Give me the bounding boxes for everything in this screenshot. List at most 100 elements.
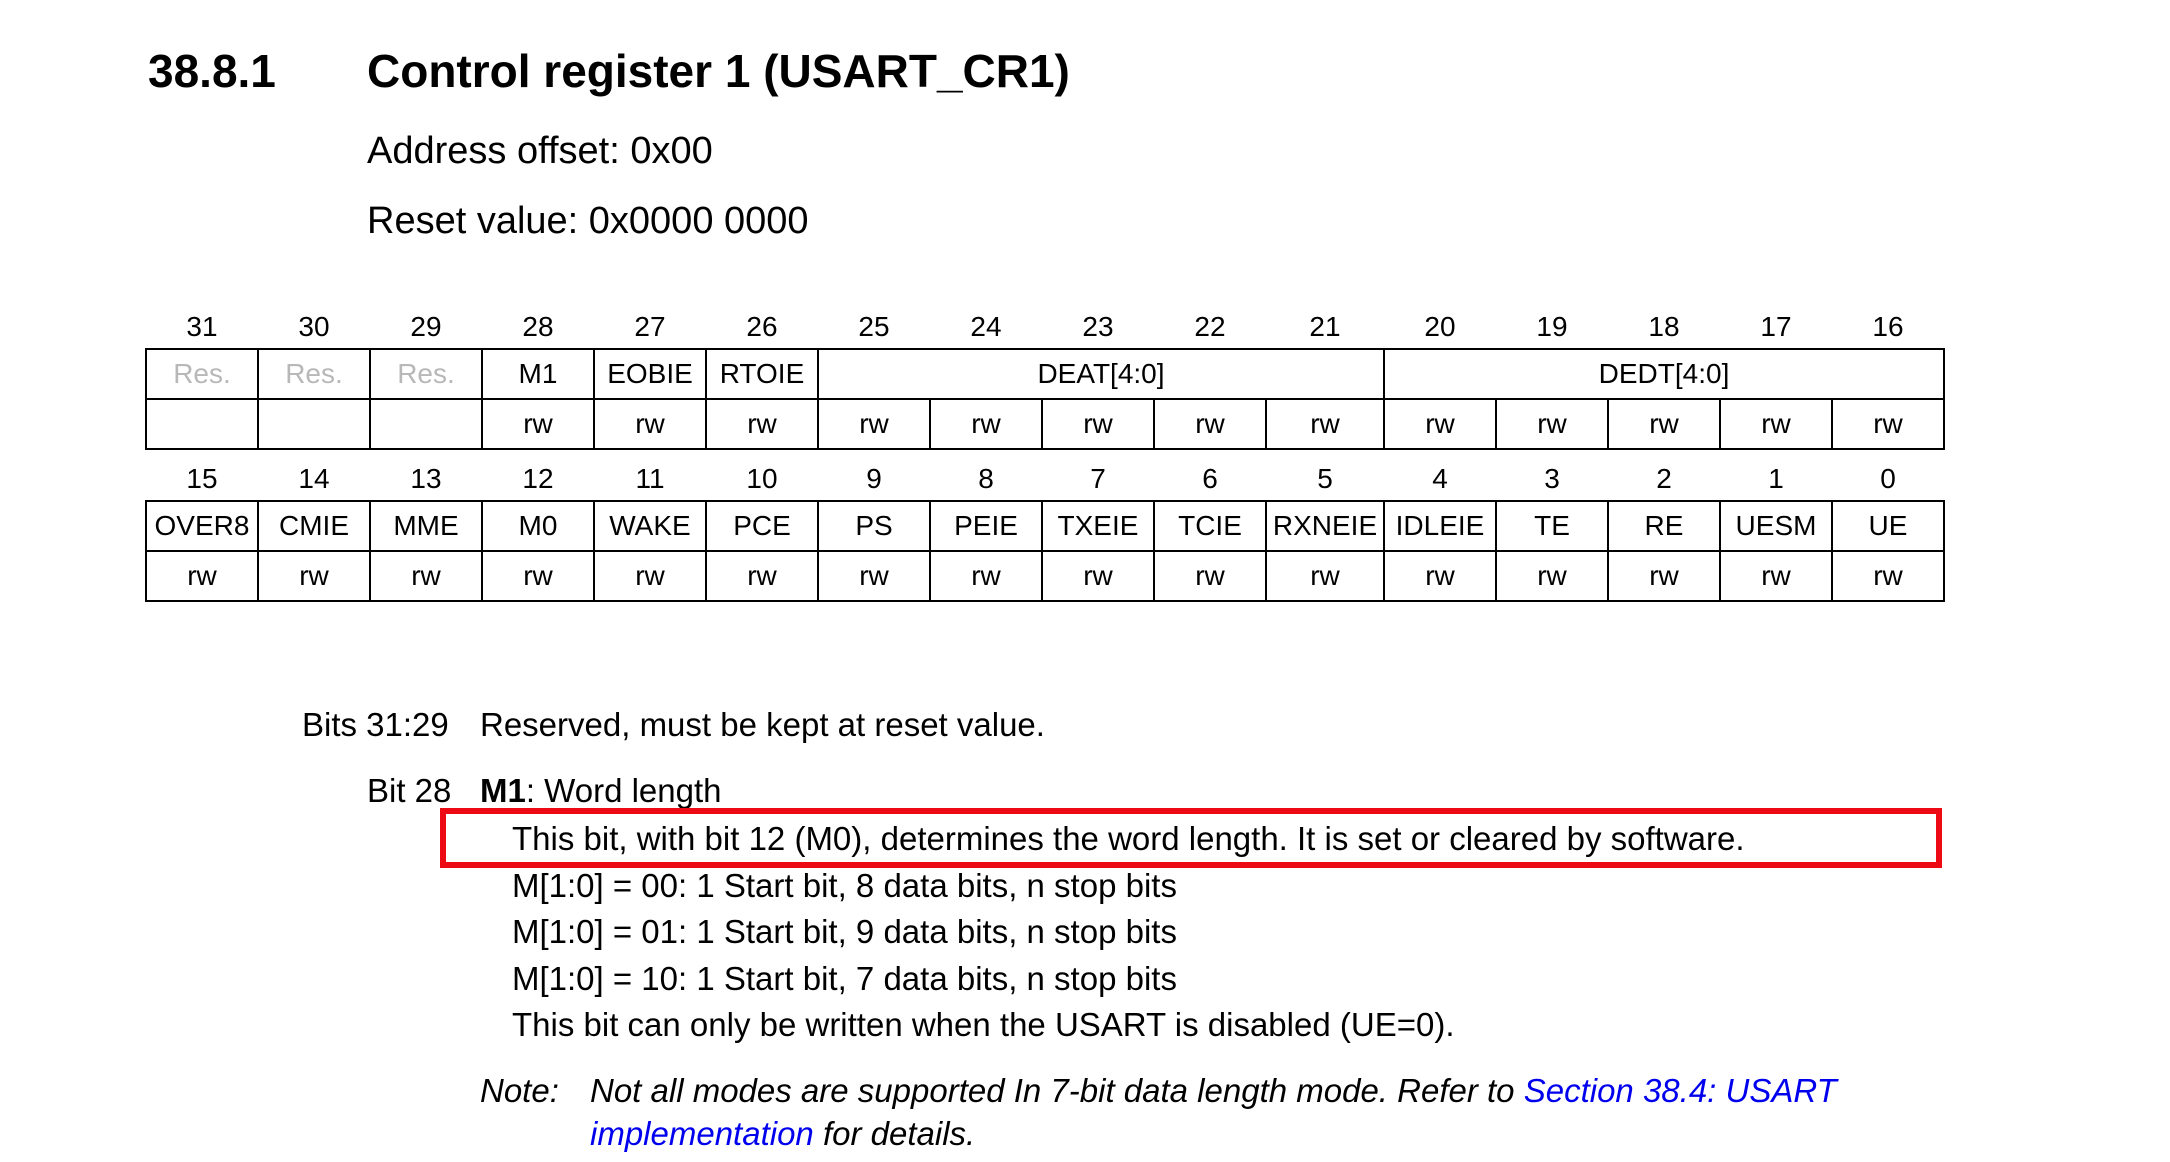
register-field: IDLEIE — [1383, 500, 1497, 552]
note-text-end: for details. — [813, 1115, 976, 1152]
bit-number: 11 — [635, 463, 665, 494]
register-field: CMIE — [257, 500, 371, 552]
bit-28-title: : Word length — [525, 772, 722, 809]
bit-number: 16 — [1872, 311, 1904, 342]
bit-number: 23 — [1082, 311, 1114, 342]
note-line-2: implementation for details. — [590, 1115, 975, 1153]
register-field: TE — [1495, 500, 1609, 552]
description-line: This bit can only be written when the US… — [512, 1006, 1455, 1043]
bit-number: 22 — [1194, 311, 1226, 342]
access-type: rw — [1265, 550, 1385, 602]
access-type: rw — [1495, 550, 1609, 602]
bit-number: 17 — [1760, 311, 1792, 342]
access-type: rw — [1041, 550, 1155, 602]
register-field: UE — [1831, 500, 1945, 552]
register-field: PCE — [705, 500, 819, 552]
access-type: rw — [1719, 550, 1833, 602]
access-type: rw — [1041, 398, 1155, 450]
access-type: rw — [1607, 398, 1721, 450]
access-type: rw — [1265, 398, 1385, 450]
bit-number: 5 — [1317, 463, 1333, 494]
bits-31-29-text: Reserved, must be kept at reset value. — [480, 706, 1045, 743]
reset-value: Reset value: 0x0000 0000 — [367, 200, 809, 242]
register-field: DEAT[4:0] — [817, 348, 1385, 400]
bit-number: 29 — [410, 311, 442, 342]
bit-number: 18 — [1648, 311, 1680, 342]
access-type: rw — [1607, 550, 1721, 602]
bit-28-label: Bit 28 — [367, 772, 452, 809]
access-type — [145, 398, 259, 450]
bit-number: 8 — [978, 463, 994, 494]
register-field: MME — [369, 500, 483, 552]
access-type — [369, 398, 483, 450]
highlight-box — [440, 808, 1942, 868]
register-field: UESM — [1719, 500, 1833, 552]
access-type: rw — [705, 550, 819, 602]
access-type: rw — [593, 550, 707, 602]
bits-31-29-label: Bits 31:29 — [302, 706, 449, 743]
bit-number: 19 — [1536, 311, 1568, 342]
access-type: rw — [1383, 398, 1497, 450]
register-field: PS — [817, 500, 931, 552]
register-field: EOBIE — [593, 348, 707, 400]
bit-number: 4 — [1432, 463, 1448, 494]
bit-number: 9 — [866, 463, 882, 494]
access-type: rw — [929, 398, 1043, 450]
access-type: rw — [929, 550, 1043, 602]
bit-number: 13 — [410, 463, 442, 494]
bit-number: 14 — [298, 463, 330, 494]
register-field: RTOIE — [705, 348, 819, 400]
bit-number: 1 — [1768, 463, 1784, 494]
register-field: WAKE — [593, 500, 707, 552]
section-number: 38.8.1 — [148, 45, 276, 97]
section-link[interactable]: Section 38.4: USART — [1523, 1072, 1837, 1109]
address-offset: Address offset: 0x00 — [367, 130, 713, 172]
access-type: rw — [369, 550, 483, 602]
access-type: rw — [817, 398, 931, 450]
note-line-1: Not all modes are supported In 7-bit dat… — [590, 1072, 1837, 1110]
register-field: RXNEIE — [1265, 500, 1385, 552]
access-type: rw — [593, 398, 707, 450]
bit-number: 27 — [634, 311, 666, 342]
register-field: TXEIE — [1041, 500, 1155, 552]
access-type: rw — [481, 550, 595, 602]
access-type: rw — [705, 398, 819, 450]
section-link-continued[interactable]: implementation — [590, 1115, 814, 1152]
bit-number: 0 — [1880, 463, 1896, 494]
access-type: rw — [257, 550, 371, 602]
register-field: M0 — [481, 500, 595, 552]
bit-number: 10 — [746, 463, 778, 494]
note-text: Not all modes are supported In 7-bit dat… — [590, 1072, 1524, 1109]
bit-number: 2 — [1656, 463, 1672, 494]
access-type: rw — [1831, 398, 1945, 450]
register-field: DEDT[4:0] — [1383, 348, 1945, 400]
description-line: M[1:0] = 10: 1 Start bit, 7 data bits, n… — [512, 960, 1177, 997]
bit-number: 12 — [522, 463, 554, 494]
bit-number: 26 — [746, 311, 778, 342]
description-line: M[1:0] = 00: 1 Start bit, 8 data bits, n… — [512, 867, 1177, 904]
access-type: rw — [1153, 398, 1267, 450]
bit-number: 31 — [186, 311, 218, 342]
access-type — [257, 398, 371, 450]
register-field: TCIE — [1153, 500, 1267, 552]
access-type: rw — [1153, 550, 1267, 602]
bit-number: 28 — [522, 311, 554, 342]
bit-number: 25 — [858, 311, 890, 342]
access-type: rw — [1495, 398, 1609, 450]
section-title: Control register 1 (USART_CR1) — [367, 45, 1070, 97]
bit-28-heading: M1: Word length — [480, 772, 722, 810]
bit-number: 7 — [1090, 463, 1106, 494]
bit-number: 3 — [1544, 463, 1560, 494]
bit-number: 24 — [970, 311, 1002, 342]
bit-number: 21 — [1309, 311, 1341, 342]
access-type: rw — [1719, 398, 1833, 450]
access-type: rw — [1383, 550, 1497, 602]
bit-28-name: M1 — [480, 772, 526, 809]
register-table-lower: 15 14 13 12 11 10 9 8 7 6 5 4 3 2 1 0 OVER8 CMIE MME M0 WAKE… — [145, 458, 1945, 602]
bit-number: 30 — [298, 311, 330, 342]
register-field: M1 — [481, 348, 595, 400]
register-table-upper: 31 30 29 28 27 26 25 24 23 22 21 20 19 18 17 16 Res. Res.… — [145, 306, 1945, 450]
register-field: RE — [1607, 500, 1721, 552]
register-field: PEIE — [929, 500, 1043, 552]
register-field: OVER8 — [145, 500, 259, 552]
